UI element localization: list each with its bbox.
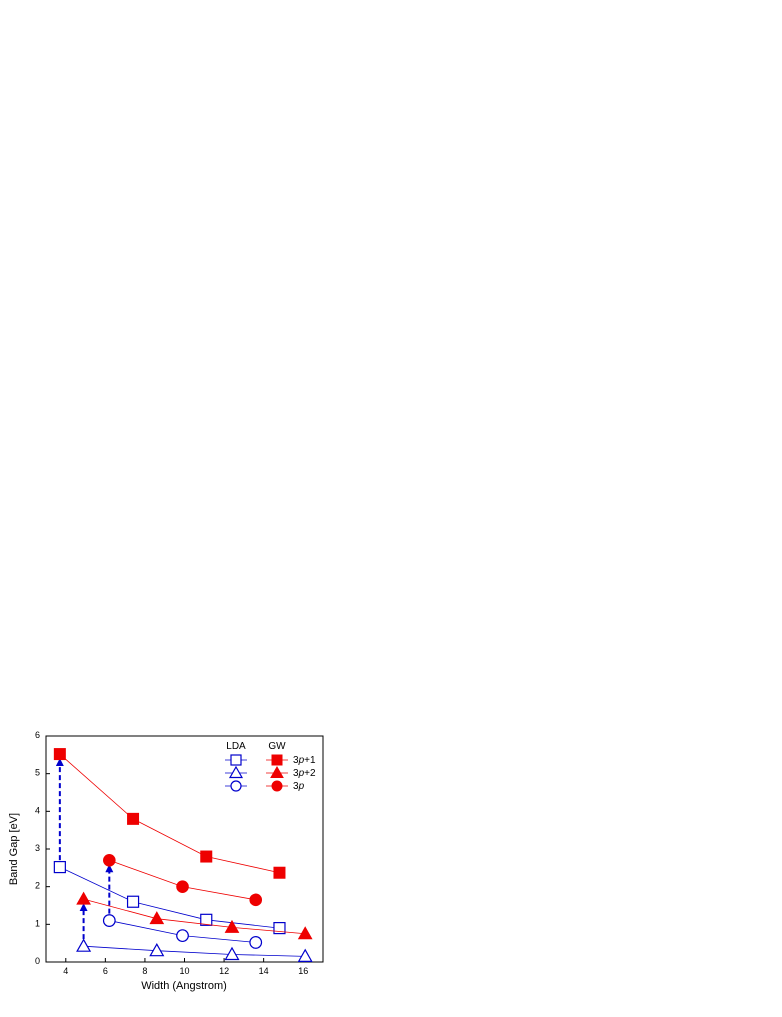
- square-marker: [127, 812, 140, 825]
- x-tick-label: 4: [63, 966, 68, 976]
- circle-marker: [102, 914, 116, 927]
- square-marker: [200, 850, 213, 863]
- x-tick-label: 14: [259, 966, 269, 976]
- square-marker: [200, 913, 213, 926]
- square-marker: [53, 748, 66, 761]
- legend-marker: [230, 780, 242, 792]
- triangle-marker: [297, 926, 313, 940]
- y-tick-label: 4: [35, 806, 40, 816]
- circle-marker: [249, 936, 263, 949]
- legend-marker: [228, 765, 244, 779]
- series-line: [59, 753, 280, 874]
- y-tick-label: 1: [35, 919, 40, 929]
- y-axis-label: Band Gap [eV]: [8, 813, 20, 885]
- circle-marker: [103, 854, 116, 867]
- series-line: [83, 898, 306, 935]
- triangle-marker: [76, 891, 91, 905]
- triangle-marker: [224, 919, 240, 933]
- legend-label: 3p: [293, 781, 305, 792]
- y-tick-label: 3: [35, 843, 40, 853]
- series-line: [59, 866, 280, 929]
- square-marker: [273, 866, 286, 879]
- y-tick-label: 0: [35, 956, 40, 966]
- x-axis-label: Width (Angstrom): [141, 980, 227, 992]
- triangle-marker: [224, 946, 240, 961]
- legend-marker: [270, 765, 284, 778]
- y-tick-label: 5: [35, 768, 40, 778]
- legend-marker: [230, 754, 242, 766]
- y-tick-label: 6: [35, 730, 40, 740]
- square-marker: [53, 860, 66, 874]
- legend-label: 3p+2: [293, 768, 316, 779]
- x-tick-label: 16: [298, 966, 308, 976]
- triangle-marker: [297, 948, 313, 962]
- x-tick-label: 12: [219, 966, 229, 976]
- circle-marker: [176, 929, 189, 943]
- x-tick-label: 6: [103, 966, 108, 976]
- legend-marker: [271, 780, 283, 792]
- legend-header: LDA: [226, 741, 246, 752]
- legend-marker: [271, 754, 283, 766]
- series-line: [109, 859, 256, 901]
- x-tick-label: 8: [142, 966, 147, 976]
- legend-label: 3p+1: [293, 755, 316, 766]
- triangle-marker: [76, 938, 92, 952]
- circle-marker: [176, 880, 189, 893]
- triangle-marker: [149, 942, 165, 957]
- series-line: [83, 945, 306, 957]
- legend-header: GW: [268, 741, 286, 752]
- x-tick-label: 10: [179, 966, 189, 976]
- triangle-marker: [149, 911, 165, 925]
- square-marker: [126, 895, 140, 908]
- y-tick-label: 2: [35, 881, 40, 891]
- circle-marker: [249, 893, 263, 907]
- square-marker: [273, 921, 286, 935]
